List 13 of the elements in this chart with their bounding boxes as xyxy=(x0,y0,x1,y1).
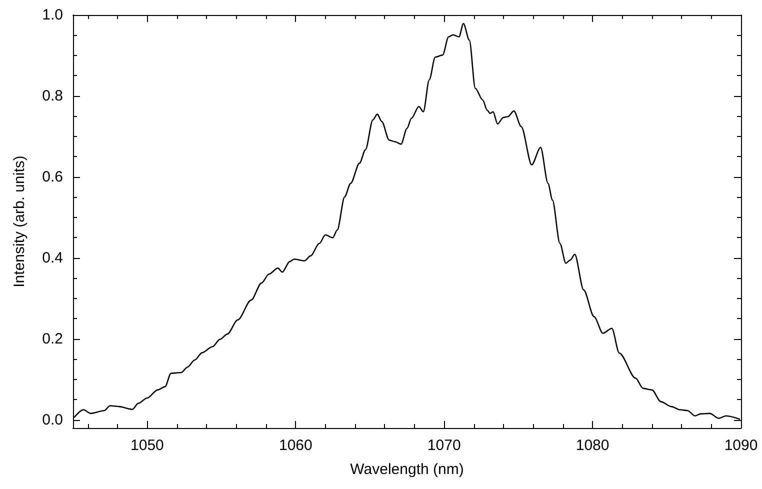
y-tick-label: 0.0 xyxy=(42,411,63,428)
y-tick-label: 0.4 xyxy=(42,249,63,266)
x-axis-title: Wavelength (nm) xyxy=(350,461,464,478)
x-tick-label: 1070 xyxy=(427,437,461,454)
y-tick-label: 0.6 xyxy=(42,168,63,186)
x-tick-label: 1090 xyxy=(724,437,758,454)
x-tick-label: 1050 xyxy=(130,437,164,454)
x-tick-label: 1060 xyxy=(278,437,312,454)
y-tick-label: 0.2 xyxy=(42,330,63,348)
y-tick-label: 1.0 xyxy=(42,6,63,24)
y-axis-title: Intensity (arb. units) xyxy=(11,156,28,288)
x-tick-label: 1080 xyxy=(576,437,610,454)
y-tick-label: 0.8 xyxy=(42,87,63,104)
